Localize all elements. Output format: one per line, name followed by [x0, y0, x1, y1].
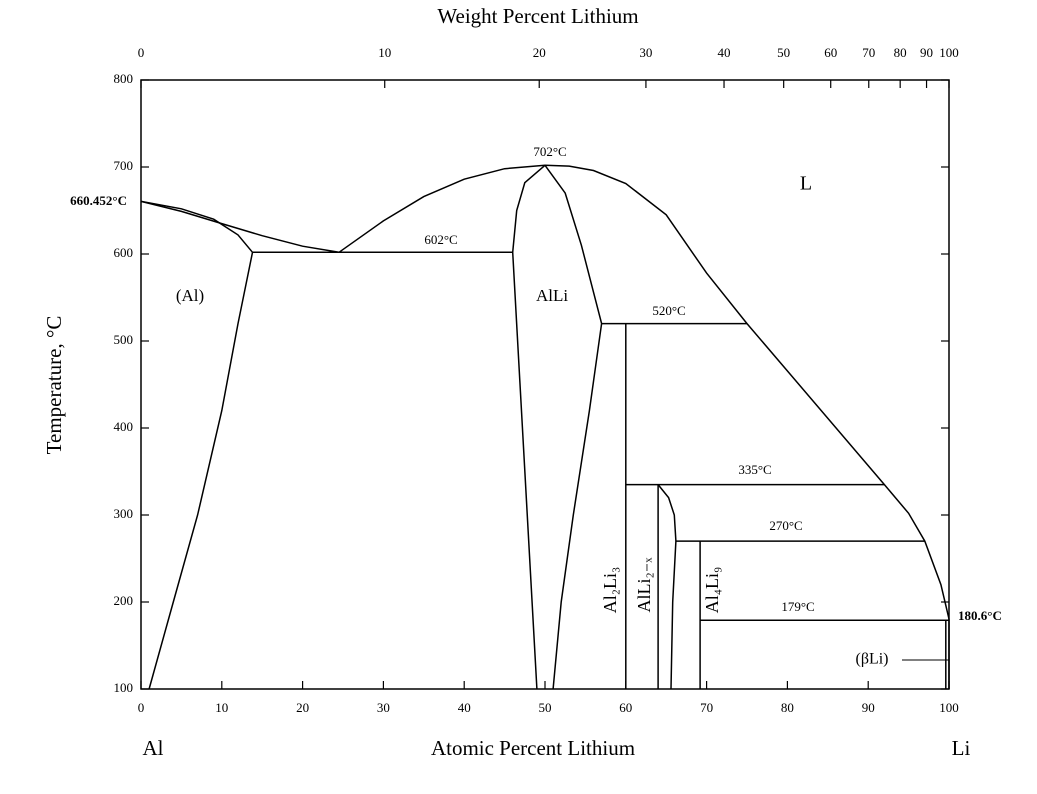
x-tick-label: 40: [458, 700, 471, 715]
x2-tick-label: 50: [777, 45, 790, 60]
phase-boundary: [338, 164, 950, 620]
x2-tick-label: 40: [718, 45, 731, 60]
y-tick-label: 300: [114, 506, 134, 521]
x-tick-label: 80: [781, 700, 794, 715]
annotation: 520°C: [652, 303, 685, 318]
phase-boundary: [544, 164, 603, 690]
annotation: 179°C: [781, 599, 814, 614]
x-tick-label: 10: [215, 700, 228, 715]
annotation: AlLi: [536, 286, 568, 305]
phase-boundary: [140, 200, 340, 254]
phase-boundary: [148, 252, 254, 690]
annotation: 180.6°C: [958, 608, 1002, 623]
annotation: 602°C: [424, 232, 457, 247]
y-axis-title: Temperature, °C: [42, 316, 66, 455]
x-tick-label: 30: [377, 700, 390, 715]
x-tick-label: 70: [700, 700, 713, 715]
annotation: L: [800, 173, 812, 195]
x-tick-label: 0: [138, 700, 145, 715]
x-tick-label: 90: [862, 700, 875, 715]
annotation: Al₄Li₉: [702, 567, 722, 614]
y-tick-label: 700: [114, 158, 134, 173]
annotation: 335°C: [738, 462, 771, 477]
x-tick-label: 60: [619, 700, 632, 715]
x-right-label: Li: [952, 736, 971, 760]
x2-tick-label: 70: [862, 45, 875, 60]
x2-tick-label: 90: [920, 45, 933, 60]
y-tick-label: 100: [114, 680, 134, 695]
annotation: 702°C: [533, 144, 566, 159]
x2-tick-label: 100: [939, 45, 959, 60]
x2-tick-label: 30: [639, 45, 652, 60]
x-tick-label: 50: [539, 700, 552, 715]
annotation: 660.452°C: [70, 193, 127, 208]
phase-boundary: [511, 164, 546, 690]
phase-boundary: [657, 484, 677, 690]
x2-tick-label: 20: [533, 45, 546, 60]
annotation: (βLi): [855, 651, 888, 668]
y-tick-label: 600: [114, 245, 134, 260]
y-tick-label: 500: [114, 332, 134, 347]
x-tick-label: 20: [296, 700, 309, 715]
annotation: 270°C: [769, 518, 802, 533]
x-tick-label: 100: [939, 700, 959, 715]
x2-tick-label: 0: [138, 45, 145, 60]
y-tick-label: 800: [114, 71, 134, 86]
x2-tick-label: 80: [894, 45, 907, 60]
annotation: Al₂Li₃: [600, 567, 620, 614]
x2-tick-label: 10: [378, 45, 391, 60]
annotation: AlLi₂₋ₓ: [634, 557, 654, 613]
x2-axis-title: Weight Percent Lithium: [437, 4, 638, 28]
annotation: (Al): [176, 286, 204, 305]
x-left-label: Al: [143, 736, 164, 760]
y-tick-label: 200: [114, 593, 134, 608]
y-tick-label: 400: [114, 419, 134, 434]
x-axis-title: Atomic Percent Lithium: [431, 736, 635, 760]
x2-tick-label: 60: [824, 45, 837, 60]
phase-boundary: [140, 200, 254, 253]
